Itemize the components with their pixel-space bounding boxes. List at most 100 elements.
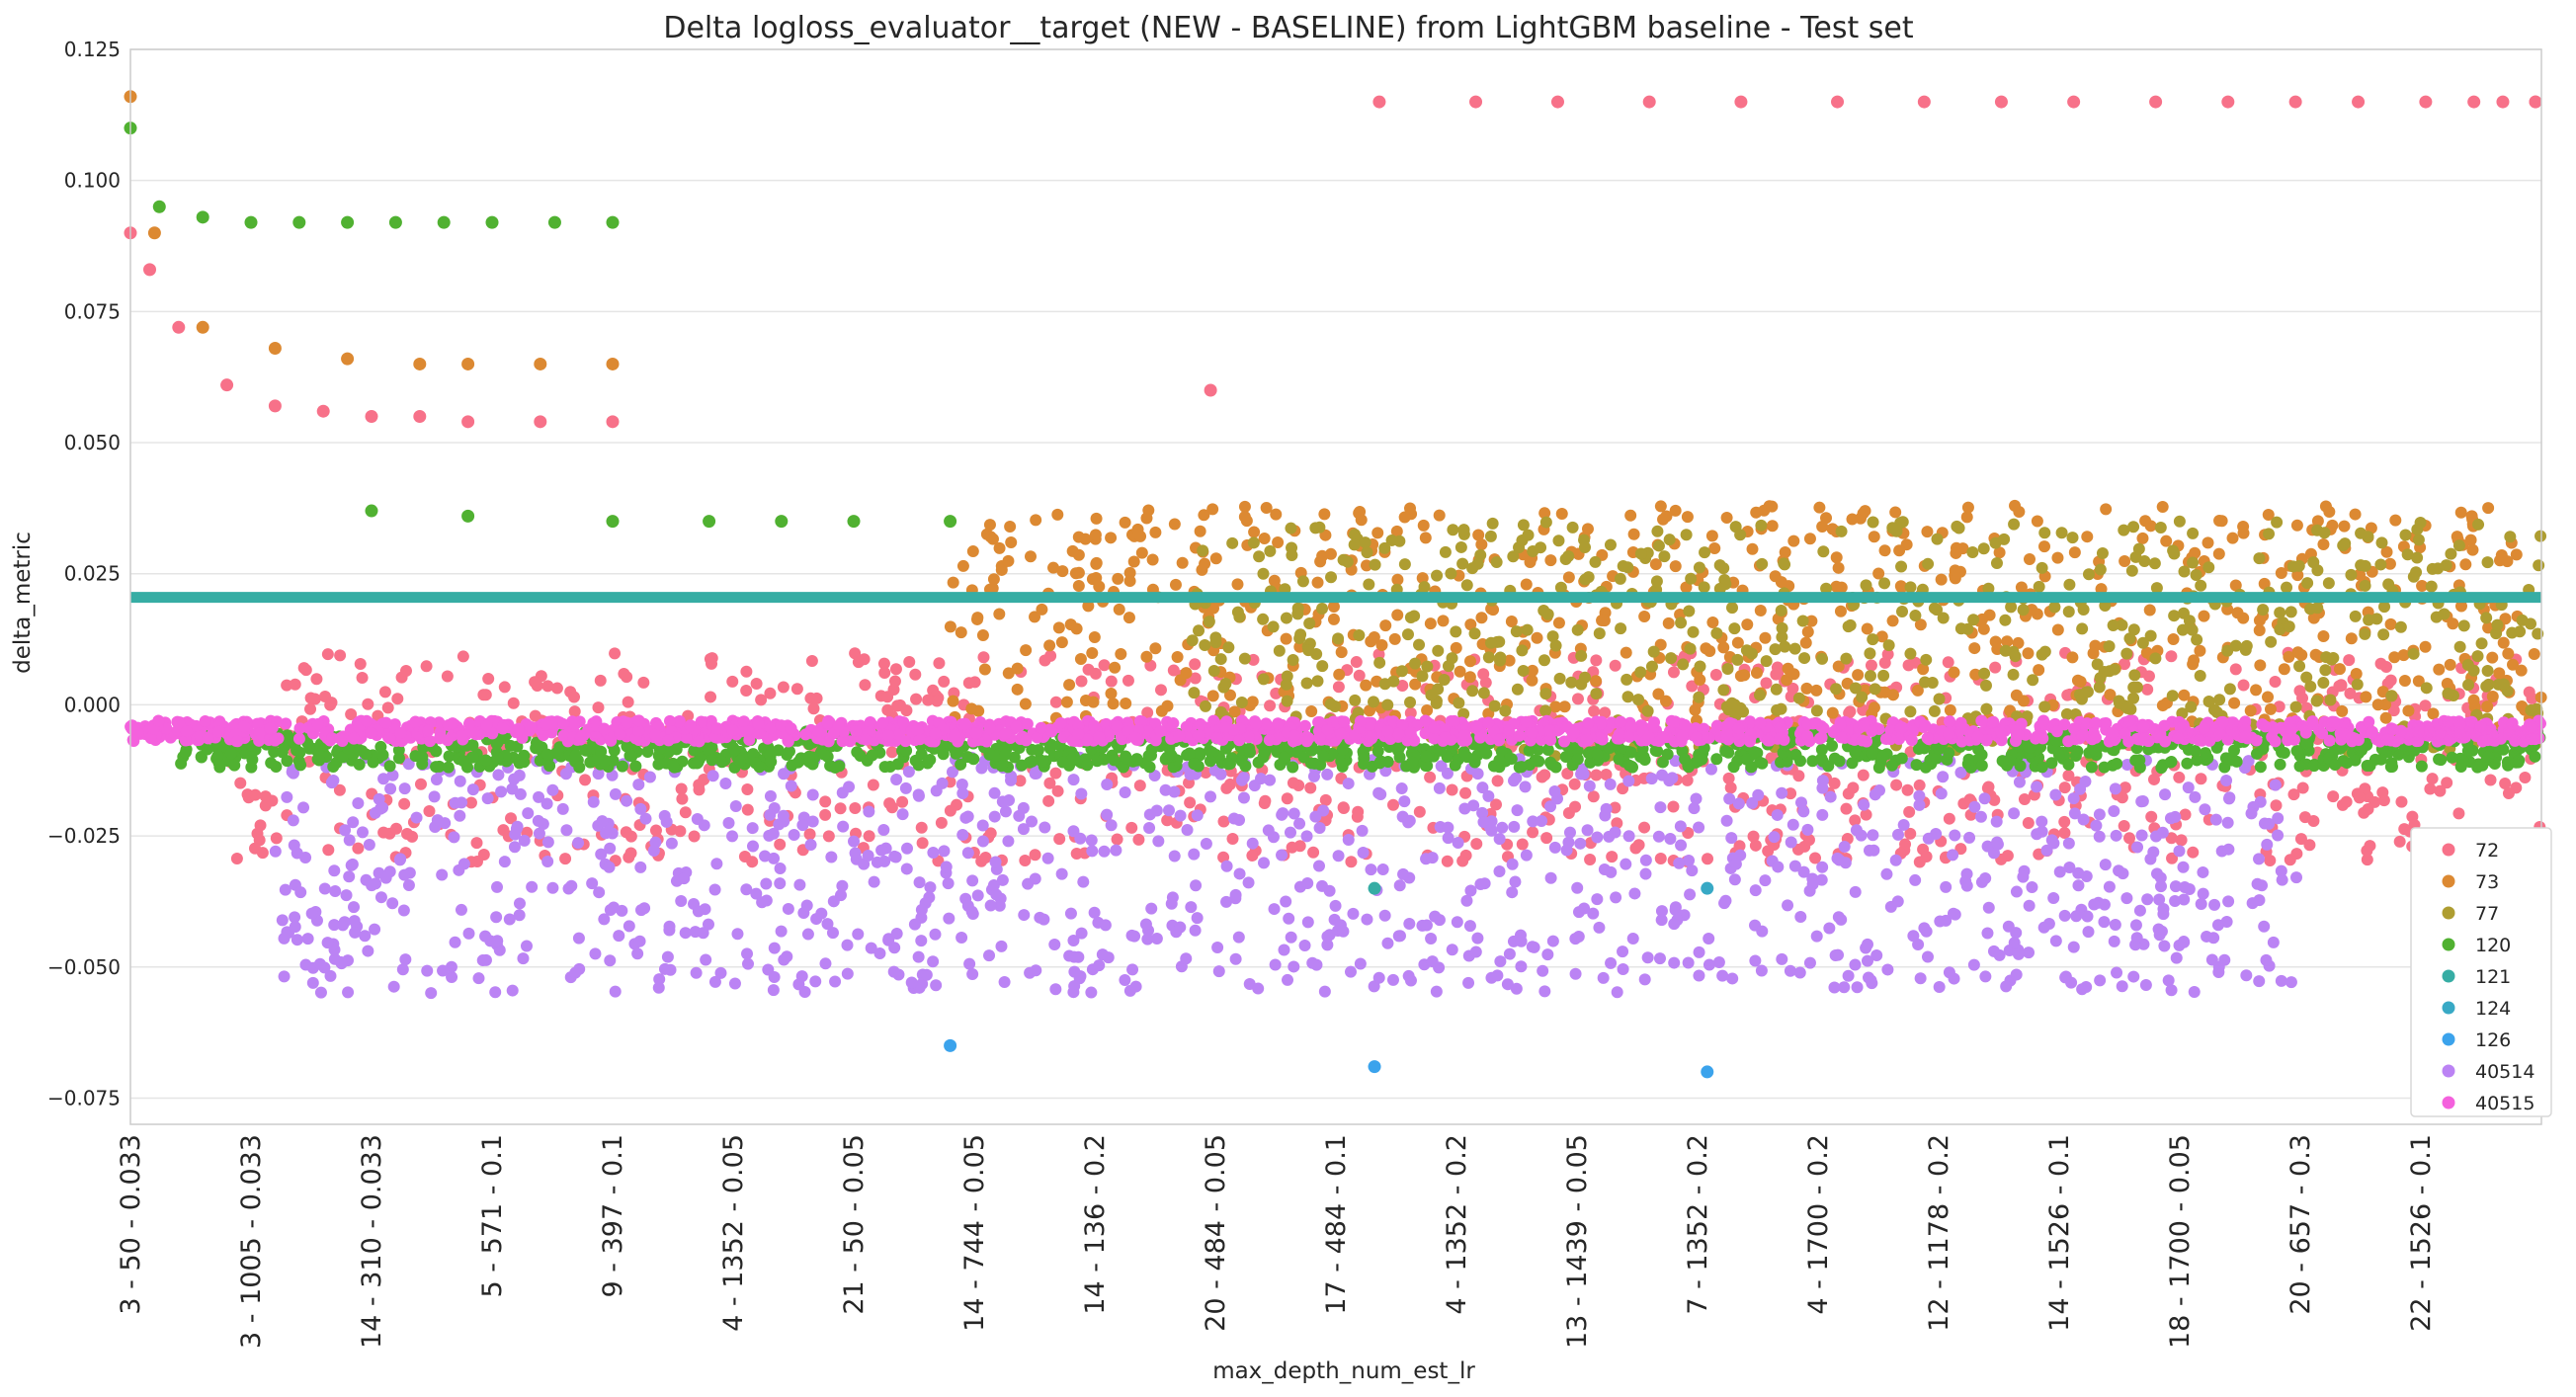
data-point bbox=[2010, 927, 2023, 940]
data-point bbox=[1624, 509, 1637, 522]
data-point bbox=[398, 782, 411, 795]
data-point bbox=[1119, 974, 1131, 987]
data-point bbox=[2026, 604, 2038, 616]
data-point bbox=[1098, 845, 1111, 858]
data-point bbox=[1246, 837, 1259, 850]
data-point bbox=[698, 819, 710, 832]
data-point bbox=[1540, 832, 1553, 845]
data-point bbox=[341, 215, 355, 229]
data-point bbox=[466, 783, 479, 796]
data-point bbox=[1538, 985, 1551, 998]
data-point bbox=[1449, 759, 1461, 772]
data-point bbox=[2274, 607, 2286, 619]
data-point bbox=[1067, 774, 1080, 786]
data-point bbox=[1379, 619, 1392, 632]
data-point bbox=[461, 357, 475, 370]
data-point bbox=[416, 758, 429, 771]
data-point bbox=[1484, 636, 1497, 649]
data-point bbox=[2486, 651, 2499, 664]
data-point bbox=[1463, 655, 1476, 668]
data-point bbox=[1464, 618, 1477, 631]
data-point bbox=[1105, 819, 1118, 832]
data-point bbox=[987, 573, 1000, 586]
data-point bbox=[1963, 831, 1976, 844]
data-point bbox=[1029, 849, 1041, 862]
data-point bbox=[1892, 828, 1905, 841]
data-point bbox=[1824, 790, 1837, 803]
data-point bbox=[518, 834, 531, 847]
data-point bbox=[2434, 784, 2447, 797]
data-point bbox=[862, 850, 874, 863]
data-point bbox=[1262, 824, 1275, 837]
data-point bbox=[2221, 644, 2234, 657]
data-point bbox=[888, 942, 901, 954]
data-point bbox=[1036, 755, 1048, 768]
data-point bbox=[481, 792, 494, 805]
data-point bbox=[1815, 743, 1828, 756]
data-point bbox=[2359, 782, 2371, 795]
data-point bbox=[2327, 790, 2340, 803]
data-point bbox=[781, 950, 793, 963]
data-point bbox=[976, 819, 989, 832]
data-point bbox=[881, 703, 894, 716]
data-point bbox=[1725, 832, 1738, 845]
data-point bbox=[457, 650, 469, 663]
data-point bbox=[506, 984, 519, 997]
data-point bbox=[1468, 754, 1481, 767]
data-point bbox=[329, 884, 342, 897]
data-point bbox=[1361, 913, 1373, 926]
data-point bbox=[613, 930, 625, 943]
data-point bbox=[1820, 582, 1833, 595]
data-point bbox=[2256, 879, 2269, 892]
data-point bbox=[1563, 826, 1576, 839]
data-point bbox=[1391, 609, 1404, 621]
data-point bbox=[1677, 658, 1690, 671]
data-point bbox=[955, 626, 967, 639]
data-point bbox=[2454, 600, 2467, 613]
data-point bbox=[392, 752, 405, 765]
data-point bbox=[995, 760, 1008, 773]
data-point bbox=[2304, 680, 2317, 693]
data-point bbox=[2136, 636, 2149, 649]
data-point bbox=[1660, 695, 1673, 707]
data-point bbox=[1506, 858, 1519, 870]
data-point bbox=[1333, 668, 1346, 681]
data-point bbox=[1536, 771, 1548, 783]
data-point bbox=[966, 968, 979, 981]
data-point bbox=[971, 889, 984, 902]
data-point bbox=[1599, 809, 1612, 822]
data-point bbox=[978, 663, 991, 676]
data-point bbox=[325, 777, 338, 789]
data-point bbox=[1456, 855, 1469, 867]
data-point bbox=[2416, 580, 2429, 593]
data-point bbox=[1212, 965, 1225, 978]
data-point bbox=[2222, 843, 2235, 856]
data-point bbox=[2098, 761, 2111, 774]
data-point bbox=[2082, 568, 2095, 581]
data-point bbox=[1269, 958, 1282, 971]
data-point bbox=[1013, 809, 1026, 822]
data-point bbox=[647, 845, 660, 858]
data-point bbox=[2333, 680, 2346, 693]
data-point bbox=[2012, 636, 2025, 649]
data-point bbox=[606, 515, 620, 529]
data-point bbox=[2098, 916, 2111, 929]
data-point bbox=[1689, 703, 1702, 716]
data-point bbox=[1047, 561, 1060, 574]
data-point bbox=[1447, 524, 1459, 536]
data-point bbox=[1934, 915, 1947, 928]
data-point bbox=[1562, 571, 1575, 584]
data-point bbox=[2049, 935, 2062, 947]
data-point bbox=[2275, 864, 2287, 877]
data-point bbox=[678, 872, 691, 885]
data-point bbox=[1301, 877, 1314, 890]
data-point bbox=[1459, 786, 1472, 799]
data-point bbox=[1559, 553, 1572, 566]
data-point bbox=[979, 851, 992, 863]
data-point bbox=[441, 670, 454, 683]
data-point bbox=[944, 515, 957, 529]
data-point bbox=[2339, 537, 2352, 550]
data-point bbox=[1544, 756, 1557, 769]
data-point bbox=[1555, 508, 1568, 521]
data-point bbox=[1101, 808, 1114, 821]
